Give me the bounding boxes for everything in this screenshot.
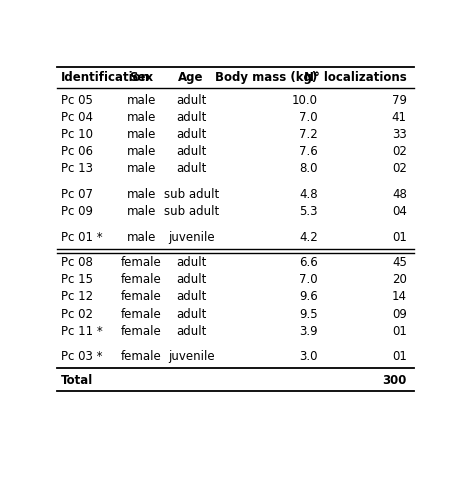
Text: Pc 06: Pc 06 [61,145,93,158]
Text: Pc 02: Pc 02 [61,308,93,321]
Text: male: male [126,162,156,175]
Text: male: male [126,111,156,124]
Text: Pc 01 *: Pc 01 * [61,231,102,244]
Text: 7.0: 7.0 [298,111,317,124]
Text: 300: 300 [382,374,406,387]
Text: Pc 13: Pc 13 [61,162,93,175]
Text: Pc 04: Pc 04 [61,111,93,124]
Text: 02: 02 [391,145,406,158]
Text: Pc 12: Pc 12 [61,290,93,303]
Text: female: female [121,350,161,363]
Text: Sex: Sex [129,71,153,84]
Text: adult: adult [176,273,206,286]
Text: female: female [121,256,161,269]
Text: male: male [126,128,156,141]
Text: adult: adult [176,128,206,141]
Text: Total: Total [61,374,93,387]
Text: adult: adult [176,111,206,124]
Text: Pc 15: Pc 15 [61,273,93,286]
Text: 10.0: 10.0 [291,94,317,107]
Text: 01: 01 [391,325,406,338]
Text: 33: 33 [391,128,406,141]
Text: adult: adult [176,325,206,338]
Text: 79: 79 [391,94,406,107]
Text: Pc 11 *: Pc 11 * [61,325,103,338]
Text: Pc 10: Pc 10 [61,128,93,141]
Text: male: male [126,231,156,244]
Text: juvenile: juvenile [168,231,214,244]
Text: sub adult: sub adult [163,188,218,201]
Text: 3.9: 3.9 [298,325,317,338]
Text: Age: Age [178,71,203,84]
Text: female: female [121,273,161,286]
Text: 5.3: 5.3 [299,205,317,218]
Text: 4.8: 4.8 [298,188,317,201]
Text: 01: 01 [391,350,406,363]
Text: 7.2: 7.2 [298,128,317,141]
Text: adult: adult [176,94,206,107]
Text: adult: adult [176,308,206,321]
Text: 4.2: 4.2 [298,231,317,244]
Text: male: male [126,94,156,107]
Text: N° localizations: N° localizations [303,71,406,84]
Text: 3.0: 3.0 [299,350,317,363]
Text: 09: 09 [391,308,406,321]
Text: adult: adult [176,256,206,269]
Text: 7.0: 7.0 [298,273,317,286]
Text: 48: 48 [391,188,406,201]
Text: male: male [126,205,156,218]
Text: Pc 03 *: Pc 03 * [61,350,102,363]
Text: 01: 01 [391,231,406,244]
Text: 7.6: 7.6 [298,145,317,158]
Text: female: female [121,308,161,321]
Text: 9.5: 9.5 [298,308,317,321]
Text: Pc 09: Pc 09 [61,205,93,218]
Text: male: male [126,188,156,201]
Text: female: female [121,290,161,303]
Text: Identification: Identification [61,71,150,84]
Text: Pc 05: Pc 05 [61,94,93,107]
Text: 14: 14 [391,290,406,303]
Text: 02: 02 [391,162,406,175]
Text: adult: adult [176,145,206,158]
Text: 9.6: 9.6 [298,290,317,303]
Text: Pc 08: Pc 08 [61,256,93,269]
Text: male: male [126,145,156,158]
Text: adult: adult [176,162,206,175]
Text: 41: 41 [391,111,406,124]
Text: 04: 04 [391,205,406,218]
Text: Pc 07: Pc 07 [61,188,93,201]
Text: 45: 45 [391,256,406,269]
Text: 8.0: 8.0 [299,162,317,175]
Text: Body mass (kg): Body mass (kg) [215,71,317,84]
Text: juvenile: juvenile [168,350,214,363]
Text: 6.6: 6.6 [298,256,317,269]
Text: 20: 20 [391,273,406,286]
Text: female: female [121,325,161,338]
Text: sub adult: sub adult [163,205,218,218]
Text: adult: adult [176,290,206,303]
